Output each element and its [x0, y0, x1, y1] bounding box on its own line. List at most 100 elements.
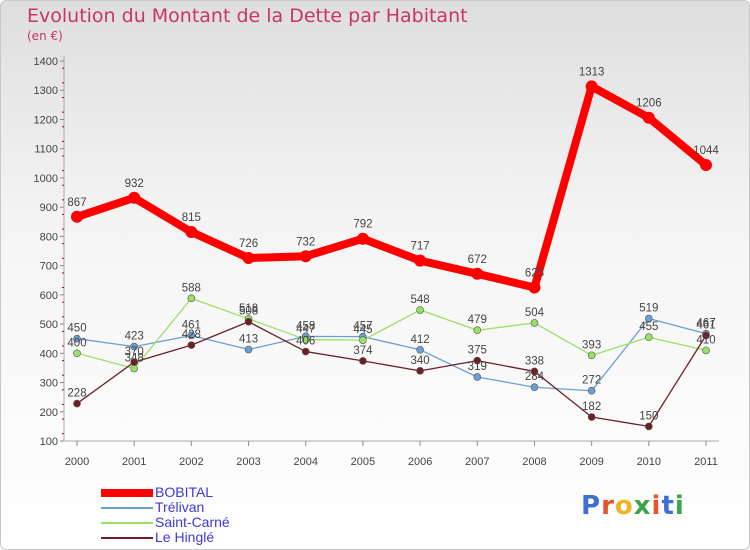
legend-item: Saint-Carné	[101, 515, 230, 530]
legend-swatch	[101, 488, 153, 497]
x-tick-label: 2010	[637, 456, 661, 468]
data-point	[587, 351, 596, 360]
data-labels: 450 423 461 413 458 457 412 319 284 272 519 467 400 3…	[67, 66, 719, 422]
data-label: 410	[696, 334, 715, 346]
data-label: 319	[468, 361, 487, 373]
data-label: 374	[353, 345, 373, 357]
data-label: 732	[296, 236, 315, 248]
data-label: 447	[296, 324, 315, 336]
data-label: 726	[239, 238, 258, 250]
data-label: 625	[525, 268, 544, 280]
data-point	[416, 367, 424, 375]
x-tick-label: 2006	[408, 456, 432, 468]
data-label: 479	[468, 314, 487, 326]
data-label: 423	[125, 331, 144, 343]
data-label: 450	[67, 323, 86, 335]
data-label: 228	[67, 388, 86, 400]
x-tick-label: 2001	[122, 456, 146, 468]
brand-letter: i	[651, 491, 662, 521]
legend-swatch	[101, 536, 153, 539]
data-point	[359, 357, 367, 365]
data-label: 400	[67, 337, 86, 349]
data-label: 428	[182, 329, 201, 341]
brand-letter: r	[601, 491, 615, 521]
legend-item: Le Hinglé	[101, 530, 230, 545]
data-point	[242, 252, 255, 265]
data-label: 519	[639, 303, 658, 315]
legend-item: Trélivan	[101, 500, 230, 515]
data-label: 340	[410, 355, 429, 367]
y-tick-label: 600	[40, 290, 58, 302]
data-label: 445	[353, 324, 372, 336]
data-point	[414, 254, 427, 267]
data-point	[244, 317, 253, 326]
series-line-le-hingl-	[76, 321, 707, 428]
data-point	[244, 345, 253, 354]
data-point	[528, 281, 541, 294]
y-tick-label: 1300	[34, 85, 58, 97]
y-tick-label: 700	[40, 261, 58, 273]
series-points	[71, 80, 712, 431]
data-point	[299, 250, 312, 263]
data-point	[587, 386, 596, 395]
data-point	[473, 356, 482, 365]
brand-letter: P	[581, 491, 602, 521]
data-label: 588	[182, 282, 201, 294]
data-point	[416, 345, 424, 354]
y-tick-label: 200	[40, 407, 58, 419]
x-tick-label: 2008	[522, 456, 546, 468]
data-label: 717	[410, 241, 429, 253]
data-point	[645, 422, 653, 431]
data-label: 548	[410, 294, 429, 306]
data-point	[187, 294, 196, 303]
y-tick-label: 1400	[34, 56, 58, 68]
data-label: 518	[239, 303, 258, 315]
x-tick-label: 2009	[579, 456, 603, 468]
y-tick-label: 1200	[34, 114, 58, 126]
data-point	[73, 399, 81, 408]
y-tick-label: 800	[40, 231, 58, 243]
data-point	[130, 358, 138, 366]
x-tick-label: 2002	[179, 456, 203, 468]
series-line-saint-carn-	[76, 297, 707, 370]
y-tick-label: 400	[40, 348, 58, 360]
data-label: 467	[696, 318, 715, 330]
data-label: 1044	[693, 145, 719, 157]
series-lines	[73, 82, 710, 428]
data-point	[473, 373, 482, 381]
data-point	[530, 367, 539, 376]
data-label: 338	[525, 355, 544, 367]
data-label: 461	[182, 319, 201, 331]
data-label: 284	[525, 371, 545, 383]
x-tick-label: 2007	[465, 456, 489, 468]
data-label: 272	[582, 375, 601, 387]
data-point	[187, 331, 196, 340]
data-point	[471, 267, 484, 280]
data-label: 182	[582, 401, 601, 413]
data-point	[73, 349, 81, 358]
chart-legend: BOBITAL Trélivan Saint-Carné Le Hinglé	[101, 485, 230, 545]
y-tick-label: 300	[40, 378, 58, 390]
data-label: 455	[639, 321, 658, 333]
data-point	[530, 319, 539, 327]
data-point	[187, 341, 196, 349]
legend-label: BOBITAL	[155, 484, 214, 500]
data-point	[356, 232, 369, 245]
legend-label: Le Hinglé	[155, 529, 215, 545]
data-point	[473, 326, 482, 335]
chart-title: Evolution du Montant de la Dette par Hab…	[27, 5, 468, 27]
x-tick-label: 2000	[65, 456, 89, 468]
data-label: 412	[410, 334, 429, 346]
data-label: 150	[639, 410, 658, 422]
legend-label: Saint-Carné	[155, 514, 230, 530]
brand-letter: t	[661, 491, 675, 521]
data-point	[301, 335, 310, 344]
data-label: 348	[125, 353, 144, 365]
data-label: 867	[67, 197, 86, 209]
data-point	[416, 306, 424, 314]
data-point	[130, 342, 138, 351]
data-label: 370	[125, 346, 144, 358]
y-tick-label: 500	[40, 319, 58, 331]
